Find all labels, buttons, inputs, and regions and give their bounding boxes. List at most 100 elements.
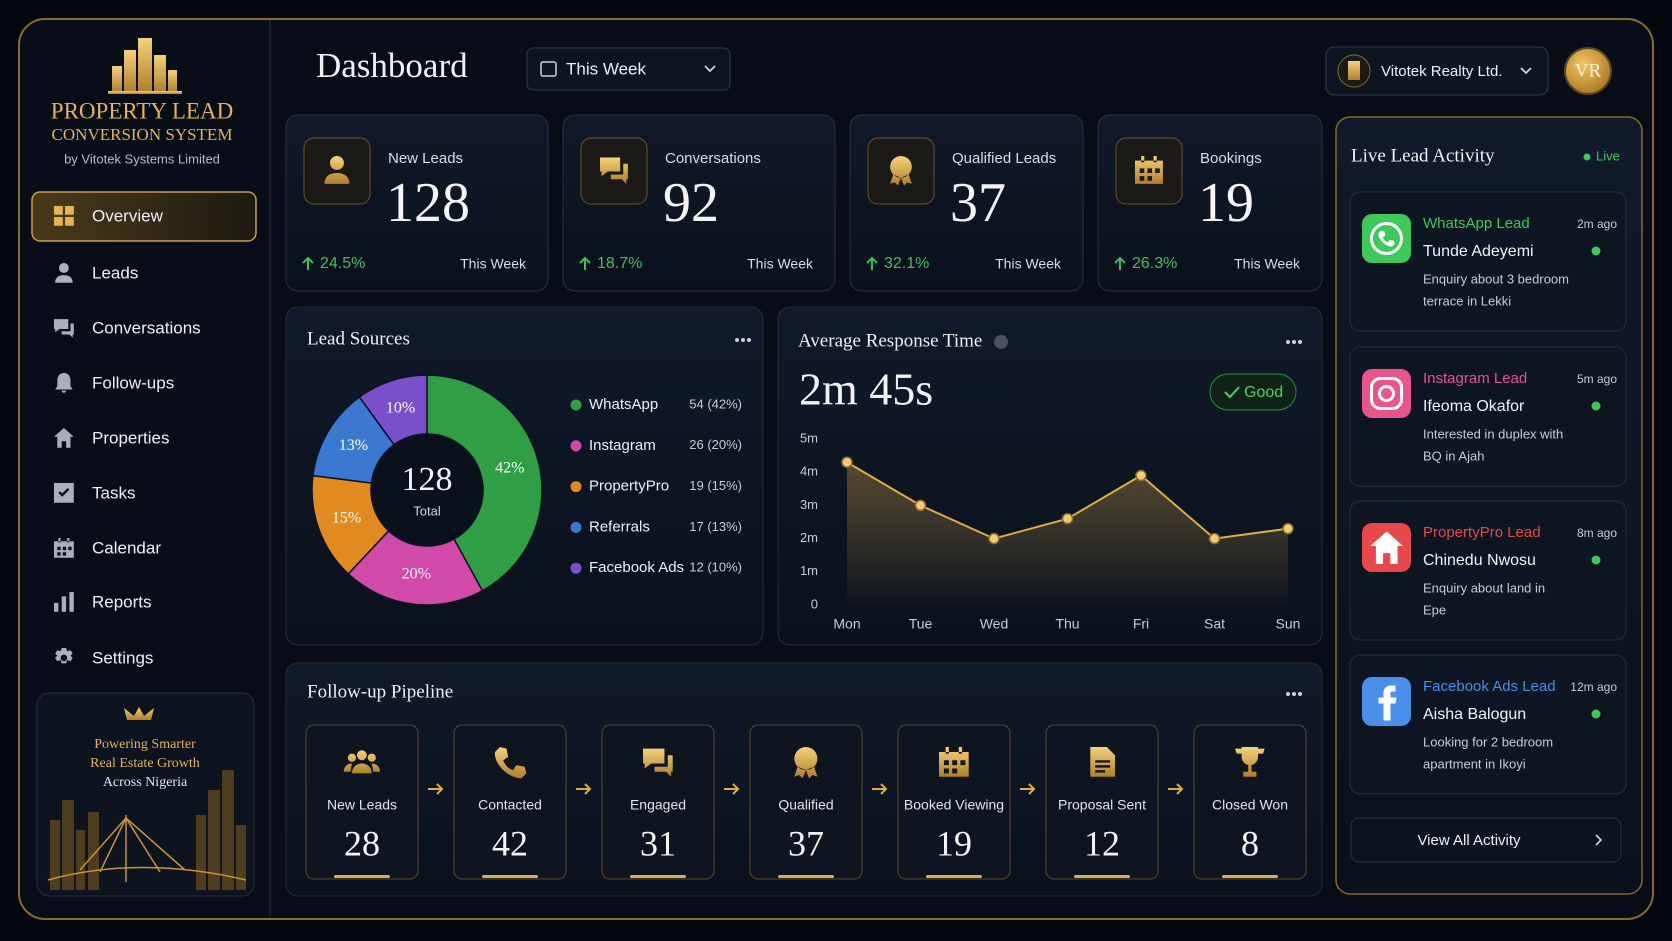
nav-icon [54,428,74,448]
legend-dot [570,521,582,533]
calendar-icon [540,61,557,77]
stage-card [305,724,419,880]
glyph [1370,531,1403,564]
menu-dot[interactable] [1292,340,1296,344]
stage-icon [494,747,527,779]
legend-detail: 26 (20%) [689,437,742,452]
online-dot [1591,555,1601,565]
point [1208,532,1221,545]
info-icon[interactable] [994,335,1008,349]
brand-byline: by Vitotek Systems Limited [64,151,220,166]
kpi-icon [1135,156,1163,184]
flow-arrow [1168,783,1184,795]
kpi-icon-box [303,137,371,205]
stage-label: Proposal Sent [1058,797,1146,813]
y-tick-label: 4m [800,464,818,479]
panel-title: Live Lead Activity [1351,145,1495,166]
kpi-change: 26.3% [1132,255,1177,272]
slice-label: 15% [332,510,361,527]
menu-dot[interactable] [741,338,745,342]
menu-dot[interactable] [1286,692,1290,696]
nav-item[interactable]: Calendar [92,538,161,557]
activity-time: 5m ago [1577,372,1617,386]
period-label[interactable]: This Week [566,59,646,78]
nav-icon [55,648,73,664]
x-tick-label: Wed [980,616,1009,632]
stage-label: New Leads [327,797,397,813]
nav-icon [54,319,74,338]
menu-dot[interactable] [747,338,751,342]
view-all-label[interactable]: View All Activity [1417,832,1521,849]
legend-label: WhatsApp [589,396,658,413]
activity-card[interactable] [1349,500,1627,641]
kpi-change: 32.1% [884,255,929,272]
menu-dot[interactable] [1286,340,1290,344]
brand-title: PROPERTY LEAD [51,98,233,123]
menu-dot[interactable] [1292,692,1296,696]
nav-item[interactable]: Follow-ups [92,373,174,392]
nav-item[interactable]: Reports [92,592,152,611]
nav-icon [54,483,74,503]
menu-dot[interactable] [1298,692,1302,696]
pie-slice [426,374,543,592]
avatar-initials[interactable]: VR [1575,60,1602,81]
y-tick-label: 3m [800,497,818,512]
stage-underline [630,875,686,878]
nav-item[interactable]: Conversations [92,318,201,337]
stage-icon [1090,747,1116,777]
nav-item[interactable]: Properties [92,428,169,447]
period-dropdown[interactable]: This Week [526,47,731,91]
menu-dot[interactable] [735,338,739,342]
activity-time: 8m ago [1577,526,1617,540]
stage-value: 19 [936,823,972,863]
up-arrow [302,256,314,270]
company-switcher[interactable]: Vitotek Realty Ltd. [1325,46,1549,96]
up-arrow [866,256,878,270]
y-tick-label: 5m [800,430,818,445]
view-all-box[interactable] [1350,817,1622,863]
panel-title: Follow-up Pipeline [307,681,453,702]
legend-dot [570,481,582,493]
activity-card[interactable] [1349,191,1627,332]
nav-selected[interactable] [31,191,257,242]
donut-hole [372,435,482,545]
activity-message: Interested in duplex with [1423,426,1563,441]
source-icon [1362,214,1411,263]
slice-label: 42% [495,459,524,476]
skyline [50,770,246,890]
nav-item[interactable]: Overview [92,206,164,225]
response-headline: 2m 45s [799,364,933,415]
legend-dot [570,440,582,452]
online-dot [1591,401,1601,411]
x-tick-label: Thu [1055,616,1079,632]
nav-item[interactable]: Leads [92,263,138,282]
stage-card [453,724,567,880]
stage-icon [1235,747,1265,777]
kpi-change: 18.7% [597,255,642,272]
nav-item[interactable]: Settings [92,648,153,667]
view-all-button[interactable]: View All Activity [1350,817,1622,863]
glyph [1378,685,1397,721]
company-box[interactable] [1325,46,1549,96]
activity-name: Chinedu Nwosu [1423,552,1536,569]
company-logo-mark [1348,61,1360,80]
activity-message: apartment in Ikoyi [1423,756,1526,771]
activity-source: WhatsApp Lead [1423,215,1530,232]
menu-dot[interactable] [1298,340,1302,344]
activity-message: terrace in Lekki [1423,293,1511,308]
kpi-period: This Week [995,256,1062,272]
nav-icon [55,263,73,283]
avatar[interactable] [1564,47,1612,95]
glyph [1370,377,1403,410]
company-name[interactable]: Vitotek Realty Ltd. [1381,63,1502,80]
activity-card[interactable] [1349,654,1627,795]
kpi-icon [600,157,628,184]
glyph [1370,222,1403,255]
kpi-period: This Week [747,256,814,272]
nav-item[interactable]: Tasks [92,483,135,502]
dropdown-box[interactable] [526,47,731,91]
stage-label: Closed Won [1212,797,1288,813]
activity-card[interactable] [1349,346,1627,487]
